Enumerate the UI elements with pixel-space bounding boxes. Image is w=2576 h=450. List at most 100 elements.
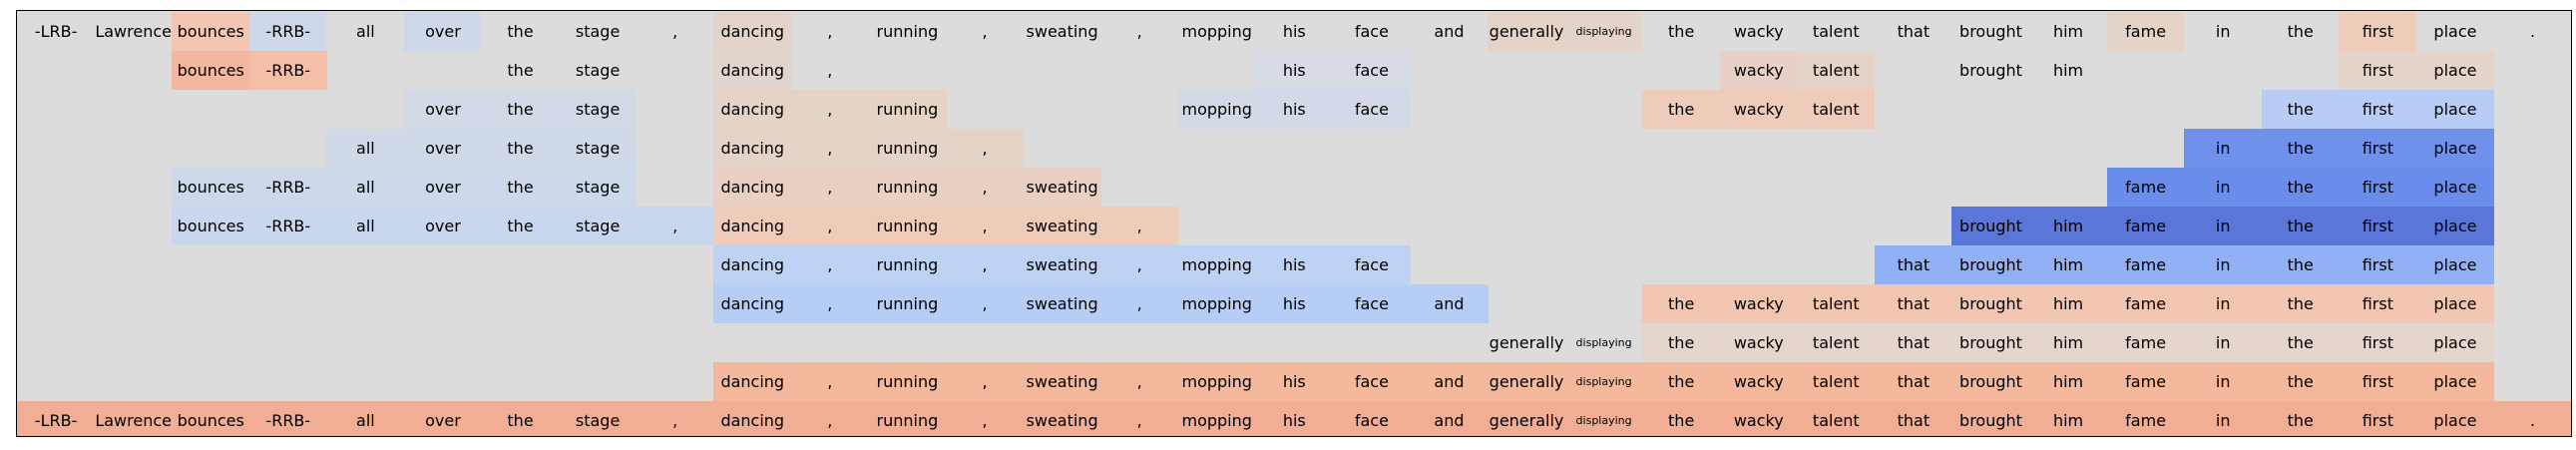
token-cell: first — [2339, 51, 2417, 90]
token-cell: running — [868, 168, 947, 207]
token-cell: the — [1642, 90, 1721, 129]
token-cell: bounces — [172, 51, 250, 90]
token-cell: that — [1874, 323, 1952, 362]
token-cell: brought — [1951, 401, 2030, 436]
token-cell: and — [1410, 362, 1489, 401]
token-cell: bounces — [172, 12, 250, 51]
token-cell: wacky — [1719, 401, 1798, 436]
token-cell: place — [2415, 207, 2495, 245]
token-cell: wacky — [1719, 284, 1798, 323]
token-cell: over — [403, 129, 483, 168]
token-cell: the — [481, 207, 560, 245]
token-cell: all — [326, 168, 405, 207]
token-cell: over — [403, 90, 483, 129]
token-cell: , — [636, 207, 714, 245]
token-cell: brought — [1951, 12, 2030, 51]
token-cell: place — [2415, 90, 2495, 129]
token-cell: the — [1642, 12, 1721, 51]
token-cell: running — [868, 362, 947, 401]
token-cell: stage — [559, 51, 638, 90]
token-cell: stage — [559, 90, 638, 129]
token-cell: talent — [1797, 401, 1876, 436]
token-cell: , — [1100, 284, 1179, 323]
token-cell: in — [2184, 401, 2263, 436]
token-cell: sweating — [1023, 12, 1101, 51]
token-cell: that — [1874, 12, 1952, 51]
token-cell: Lawrence — [94, 12, 173, 51]
token-cell: , — [945, 401, 1025, 436]
token-cell: the — [481, 12, 560, 51]
token-cell: stage — [559, 168, 638, 207]
token-cell: displaying — [1564, 12, 1643, 51]
token-cell: , — [790, 362, 869, 401]
token-cell: , — [790, 90, 869, 129]
token-cell: talent — [1797, 90, 1876, 129]
token-cell: him — [2028, 284, 2108, 323]
token-cell: place — [2415, 401, 2495, 436]
token-cell: . — [2493, 401, 2571, 436]
token-cell: the — [1642, 362, 1721, 401]
token-cell: , — [790, 401, 869, 436]
token-cell: , — [1100, 245, 1179, 284]
token-cell: mopping — [1177, 284, 1256, 323]
token-cell: in — [2184, 362, 2263, 401]
token-cell: all — [326, 129, 405, 168]
token-cell: , — [1100, 401, 1179, 436]
token-cell: and — [1410, 401, 1489, 436]
token-cell: -RRB- — [248, 51, 327, 90]
token-cell: over — [403, 12, 483, 51]
token-cell: stage — [559, 12, 638, 51]
token-cell: , — [1100, 12, 1179, 51]
token-cell: the — [1642, 401, 1721, 436]
token-cell: face — [1332, 401, 1411, 436]
token-cell: running — [868, 129, 947, 168]
token-cell: the — [2261, 129, 2340, 168]
token-cell: dancing — [713, 245, 792, 284]
token-cell: his — [1255, 284, 1334, 323]
token-cell: face — [1332, 51, 1411, 90]
token-cell: place — [2415, 51, 2495, 90]
token-cell: the — [2261, 323, 2340, 362]
token-cell: , — [945, 245, 1025, 284]
token-cell: -RRB- — [248, 401, 327, 436]
token-cell: the — [2261, 245, 2340, 284]
token-cell: in — [2184, 245, 2263, 284]
token-cell: stage — [559, 207, 638, 245]
token-cell: the — [481, 168, 560, 207]
token-cell: that — [1874, 401, 1952, 436]
token-cell: in — [2184, 284, 2263, 323]
token-cell: wacky — [1719, 323, 1798, 362]
token-cell: , — [945, 168, 1025, 207]
token-cell: sweating — [1023, 168, 1101, 207]
token-cell: first — [2339, 129, 2417, 168]
token-cell: in — [2184, 323, 2263, 362]
token-cell: running — [868, 12, 947, 51]
token-cell: , — [790, 168, 869, 207]
token-cell: dancing — [713, 90, 792, 129]
token-cell: displaying — [1564, 401, 1643, 436]
token-cell: the — [2261, 284, 2340, 323]
token-cell: place — [2415, 12, 2495, 51]
token-cell: , — [790, 12, 869, 51]
token-cell: and — [1410, 284, 1489, 323]
token-cell: dancing — [713, 51, 792, 90]
token-cell: displaying — [1564, 362, 1643, 401]
token-cell: . — [2493, 12, 2571, 51]
token-cell: fame — [2106, 362, 2185, 401]
token-cell: brought — [1951, 284, 2030, 323]
token-cell: face — [1332, 12, 1411, 51]
token-cell: him — [2028, 245, 2108, 284]
token-cell: place — [2415, 129, 2495, 168]
token-cell: bounces — [172, 207, 250, 245]
token-cell: the — [1642, 323, 1721, 362]
token-cell: mopping — [1177, 362, 1256, 401]
token-cell: place — [2415, 362, 2495, 401]
token-cell: talent — [1797, 362, 1876, 401]
token-cell: dancing — [713, 401, 792, 436]
token-cell: , — [790, 129, 869, 168]
token-cell: that — [1874, 245, 1952, 284]
token-cell: dancing — [713, 129, 792, 168]
token-cell: sweating — [1023, 245, 1101, 284]
token-cell: him — [2028, 362, 2108, 401]
token-cell: the — [2261, 90, 2340, 129]
